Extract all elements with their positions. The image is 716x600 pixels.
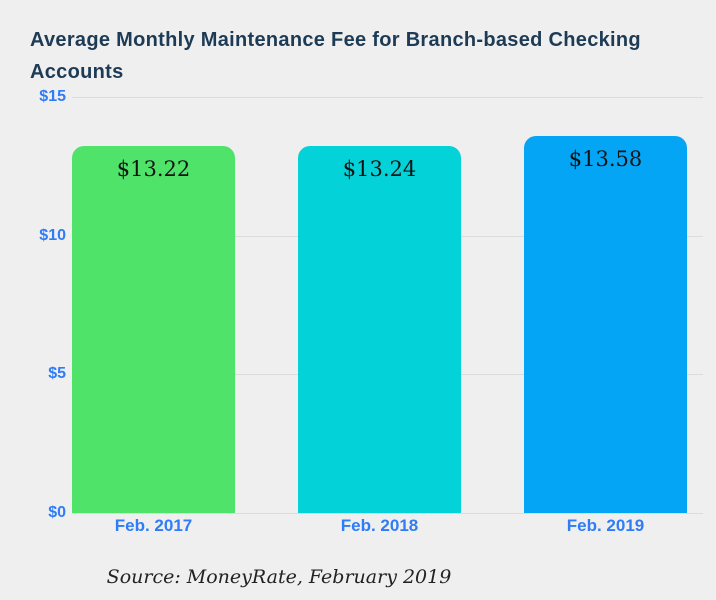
x-axis-tick-label: Feb. 2018 — [340, 516, 419, 535]
bar-value-label: $13.22 — [116, 157, 191, 181]
y-axis-tick-label: $5 — [48, 365, 66, 382]
y-axis-tick-label: $0 — [48, 504, 66, 521]
bar-value-label: $13.24 — [342, 157, 417, 181]
bar-feb-2019: $13.58 — [524, 136, 687, 513]
chart-title: Average Monthly Maintenance Fee for Bran… — [30, 29, 641, 83]
y-axis-tick-label: $10 — [39, 227, 66, 244]
x-axis-tick-label: Feb. 2017 — [114, 516, 193, 535]
source-note: Source: MoneyRate, February 2019 — [106, 566, 452, 588]
x-axis-tick-label: Feb. 2019 — [566, 516, 645, 535]
bar-value-label: $13.58 — [568, 147, 643, 171]
gridline — [72, 513, 703, 514]
bar-feb-2018: $13.24 — [298, 146, 461, 513]
gridline — [72, 97, 703, 98]
bar-feb-2017: $13.22 — [72, 146, 235, 513]
y-axis-tick-label: $15 — [39, 88, 66, 105]
